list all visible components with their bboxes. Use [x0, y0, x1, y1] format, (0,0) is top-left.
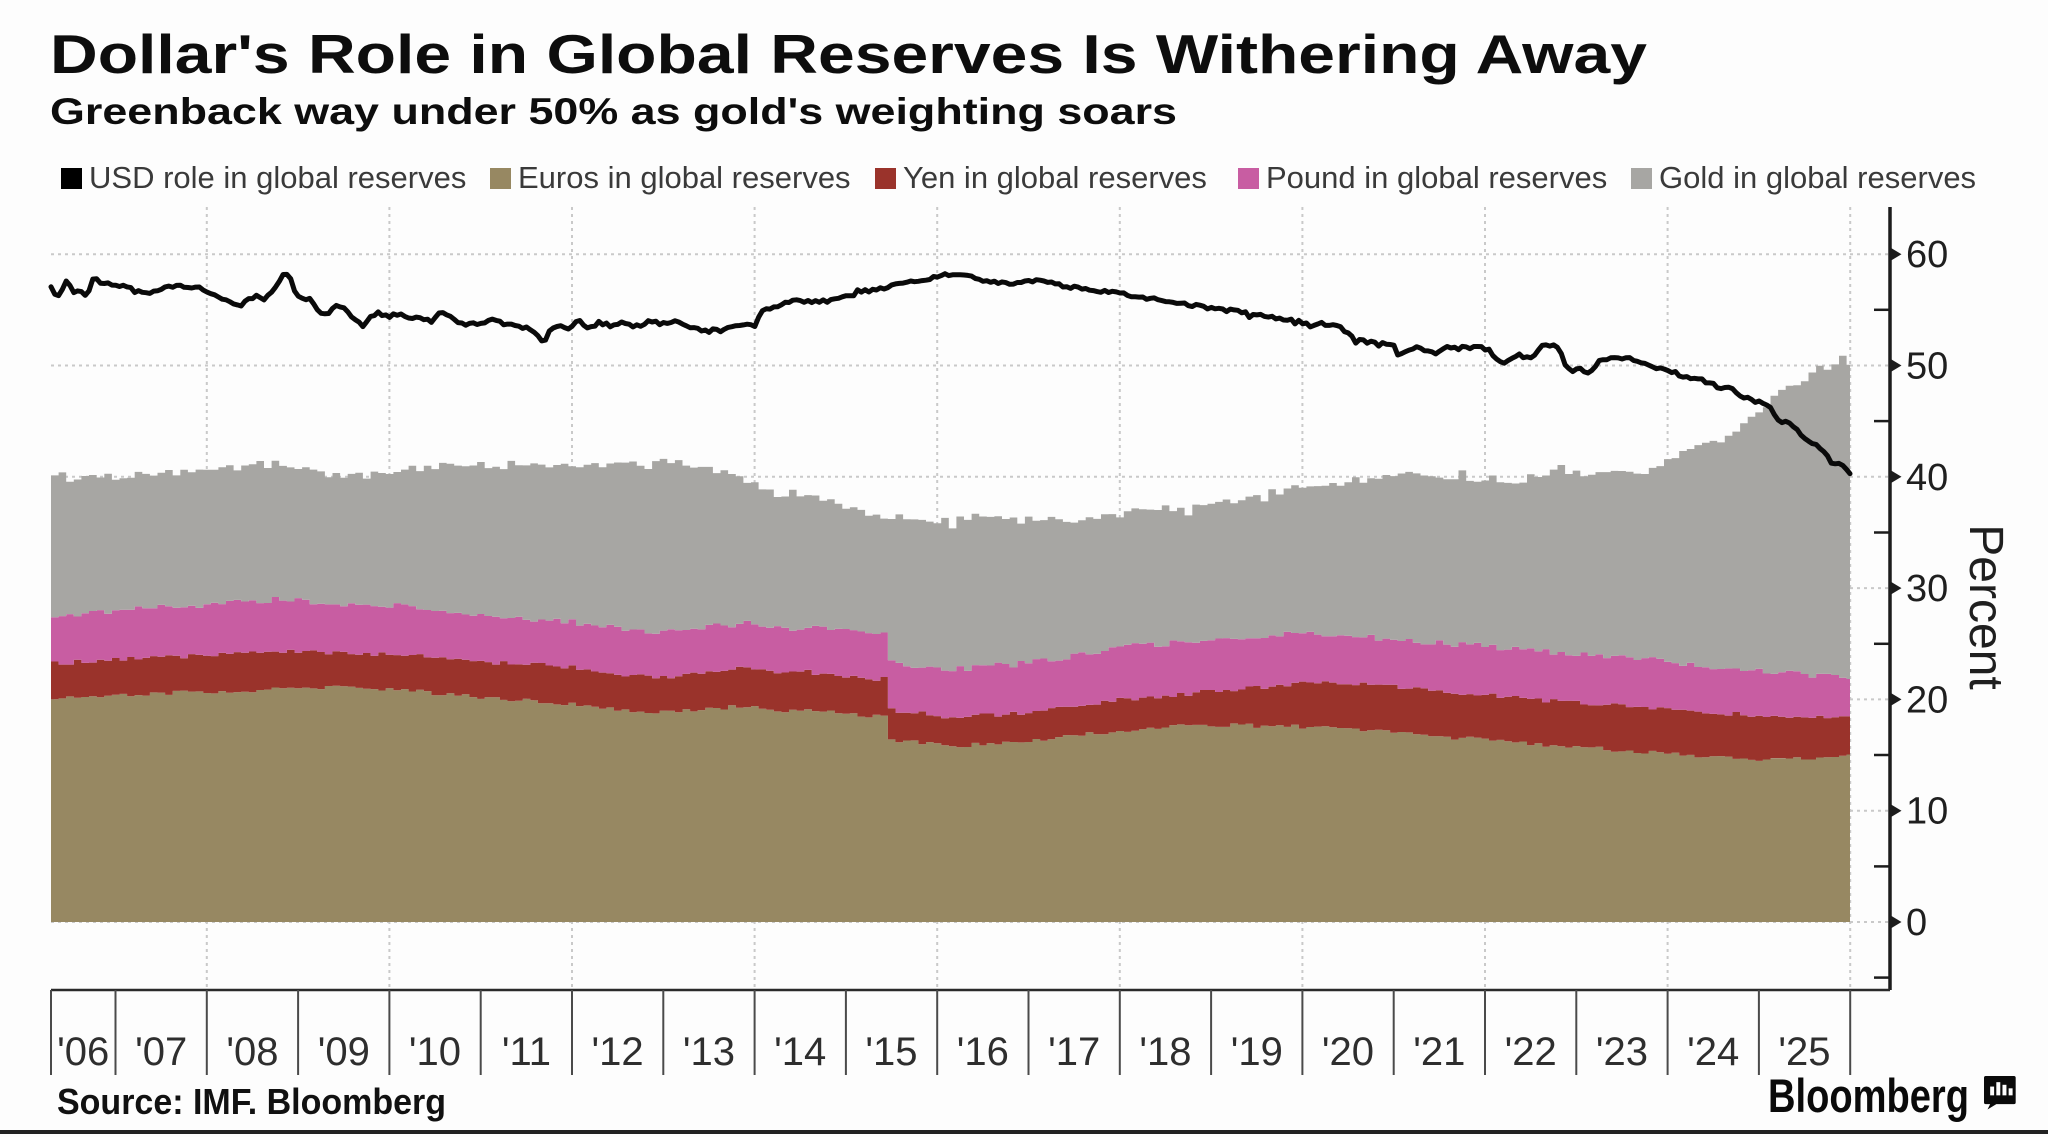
svg-text:'20: '20 — [1322, 1030, 1374, 1074]
svg-text:Greenback way under 50% as gol: Greenback way under 50% as gold's weight… — [50, 91, 1177, 132]
svg-text:'06: '06 — [57, 1030, 109, 1074]
svg-text:'21: '21 — [1413, 1030, 1465, 1074]
svg-text:'22: '22 — [1505, 1030, 1557, 1074]
svg-text:'25: '25 — [1778, 1030, 1830, 1074]
svg-text:'10: '10 — [409, 1030, 461, 1074]
svg-text:50: 50 — [1906, 346, 1948, 388]
svg-text:'12: '12 — [592, 1030, 644, 1074]
svg-text:Yen in global reserves: Yen in global reserves — [903, 160, 1207, 195]
svg-text:Dollar's Role in Global Reserv: Dollar's Role in Global Reserves Is With… — [50, 23, 1647, 85]
svg-text:'18: '18 — [1139, 1030, 1191, 1074]
svg-text:'19: '19 — [1231, 1030, 1283, 1074]
svg-text:30: 30 — [1906, 568, 1948, 610]
svg-text:40: 40 — [1906, 457, 1948, 499]
svg-text:10: 10 — [1906, 791, 1948, 833]
svg-text:'17: '17 — [1048, 1030, 1100, 1074]
svg-text:'11: '11 — [502, 1030, 551, 1074]
svg-text:60: 60 — [1906, 234, 1948, 276]
svg-text:Bloomberg: Bloomberg — [1768, 1069, 1969, 1122]
svg-text:Percent: Percent — [1959, 524, 2012, 689]
svg-text:'13: '13 — [683, 1030, 735, 1074]
svg-text:USD role in global reserves: USD role in global reserves — [89, 160, 466, 195]
svg-text:'14: '14 — [774, 1030, 826, 1074]
svg-text:20: 20 — [1906, 679, 1948, 721]
svg-text:'07: '07 — [135, 1030, 187, 1074]
svg-text:Pound in global reserves: Pound in global reserves — [1266, 160, 1607, 195]
svg-text:'09: '09 — [318, 1030, 370, 1074]
svg-text:Euros in global reserves: Euros in global reserves — [518, 160, 851, 195]
svg-text:Gold in global reserves: Gold in global reserves — [1659, 160, 1976, 195]
svg-text:Source: IMF. Bloomberg: Source: IMF. Bloomberg — [57, 1081, 446, 1122]
svg-text:'15: '15 — [865, 1030, 917, 1074]
svg-text:'08: '08 — [226, 1030, 278, 1074]
svg-text:0: 0 — [1906, 902, 1927, 944]
svg-text:'23: '23 — [1596, 1030, 1648, 1074]
svg-text:'24: '24 — [1687, 1030, 1739, 1074]
svg-text:'16: '16 — [957, 1030, 1009, 1074]
